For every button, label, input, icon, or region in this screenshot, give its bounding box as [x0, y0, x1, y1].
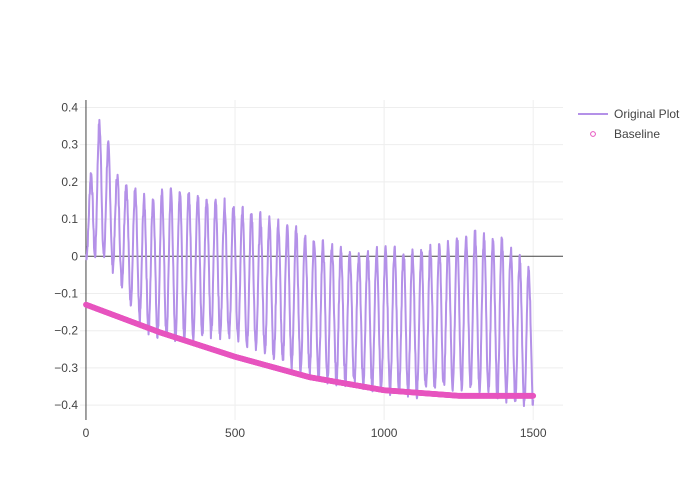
y-tick-label: 0.4 — [61, 100, 78, 114]
y-tick-label: 0.1 — [61, 212, 78, 226]
y-tick-label: −0.2 — [54, 324, 78, 338]
x-tick-label: 500 — [225, 426, 245, 440]
series-original-plot-line — [84, 118, 535, 408]
x-tick-label: 1000 — [371, 426, 398, 440]
y-tick-label: −0.4 — [54, 398, 78, 412]
baseline-marker — [530, 392, 537, 399]
legend-baseline-label: Baseline — [614, 127, 660, 141]
y-tick-label: −0.1 — [54, 286, 78, 300]
x-tick-label: 0 — [83, 426, 90, 440]
ticks: 0 500 1000 1500 0.4 0.3 0.2 0.1 0 −0.1 −0.2 −0.3 −0.… — [54, 100, 547, 440]
series-layer — [83, 118, 537, 408]
x-tick-label: 1500 — [520, 426, 547, 440]
y-tick-label: −0.3 — [54, 361, 78, 375]
legend[interactable]: Original Plot Baseline — [578, 107, 680, 141]
y-tick-label: 0.2 — [61, 175, 78, 189]
legend-original-plot-label: Original Plot — [614, 107, 680, 121]
legend-baseline-swatch — [590, 131, 596, 137]
series-baseline-markers — [83, 301, 537, 399]
y-tick-label: 0 — [71, 249, 78, 263]
y-tick-label: 0.3 — [61, 138, 78, 152]
